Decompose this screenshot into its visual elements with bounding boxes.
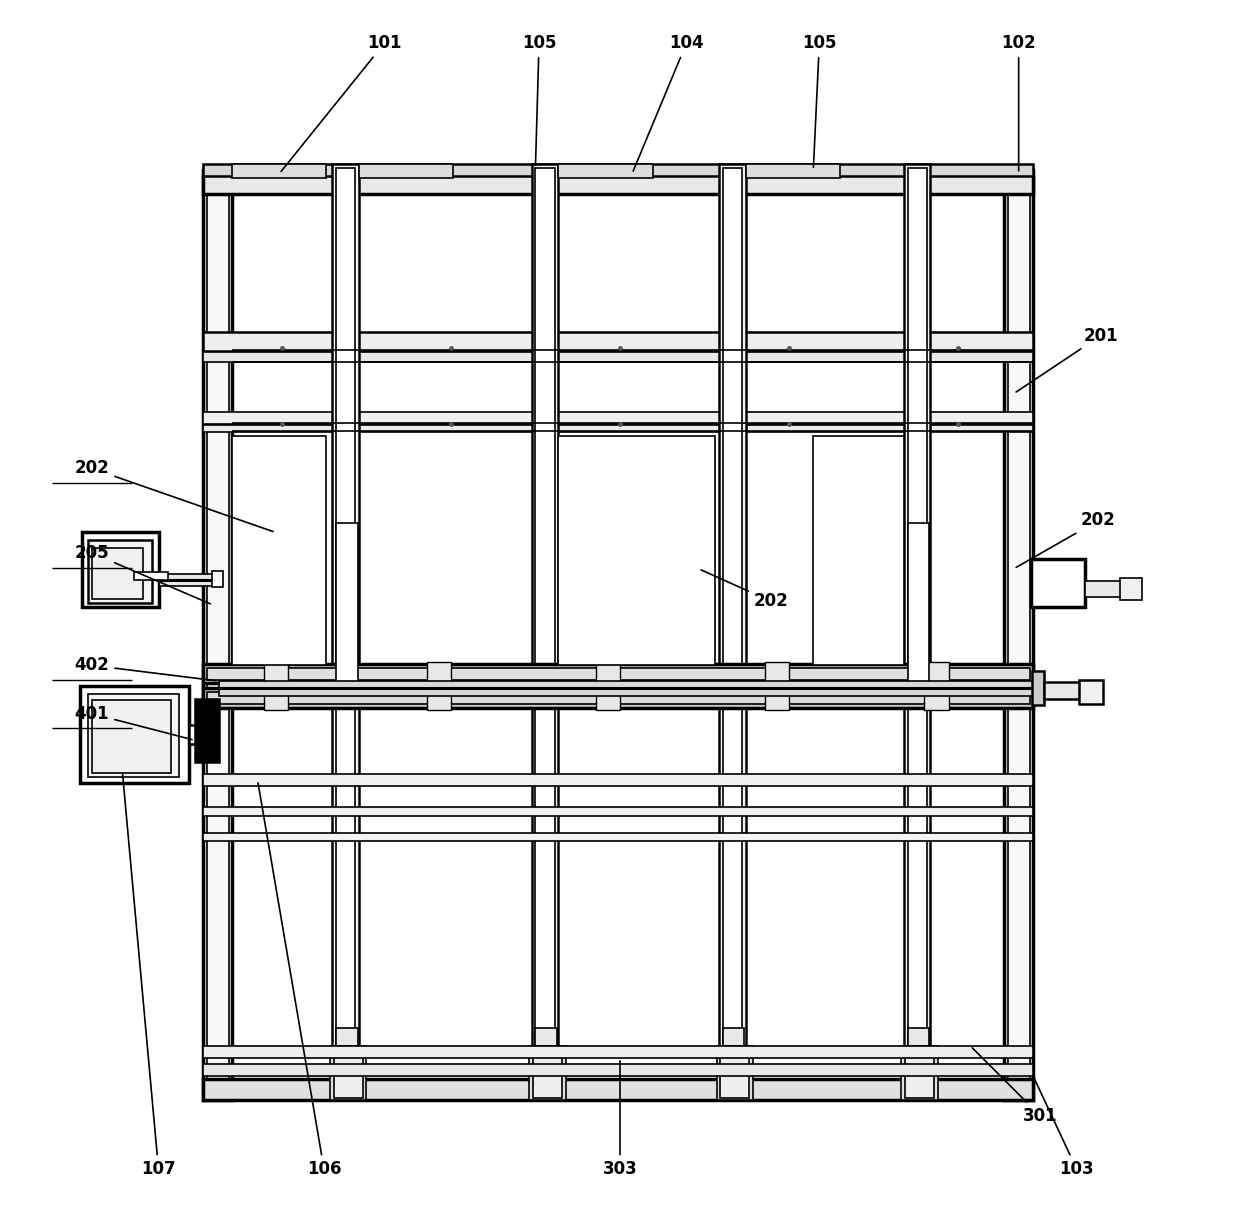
Bar bbox=[203, 352, 1033, 362]
Text: 201: 201 bbox=[1016, 326, 1118, 392]
Text: 202: 202 bbox=[701, 569, 789, 610]
Bar bbox=[336, 167, 356, 1096]
Bar bbox=[264, 662, 288, 710]
Bar bbox=[532, 164, 558, 1100]
Bar bbox=[558, 436, 715, 665]
Bar bbox=[207, 180, 228, 1096]
Bar bbox=[908, 167, 926, 1096]
Bar bbox=[203, 412, 1033, 424]
Bar bbox=[717, 1046, 753, 1100]
Bar bbox=[536, 167, 554, 1096]
Bar bbox=[219, 681, 1035, 695]
Text: 301: 301 bbox=[972, 1048, 1058, 1125]
Text: 202: 202 bbox=[74, 459, 273, 532]
Bar bbox=[336, 1028, 358, 1100]
Text: 303: 303 bbox=[603, 1061, 637, 1178]
Bar bbox=[1008, 180, 1029, 1096]
Bar bbox=[1044, 682, 1083, 699]
Bar bbox=[92, 700, 171, 772]
Bar bbox=[536, 1028, 557, 1100]
Bar bbox=[203, 332, 1033, 351]
Bar bbox=[723, 1028, 744, 1100]
Bar bbox=[232, 436, 326, 665]
Bar bbox=[334, 1052, 362, 1097]
Bar bbox=[813, 436, 904, 665]
Bar bbox=[207, 692, 1029, 704]
Bar bbox=[203, 833, 1033, 841]
Bar bbox=[1120, 578, 1142, 600]
Bar bbox=[904, 164, 930, 1100]
Bar bbox=[88, 694, 179, 776]
Bar bbox=[92, 549, 143, 599]
Bar bbox=[723, 167, 742, 1096]
Bar bbox=[203, 164, 1033, 176]
Bar bbox=[1030, 558, 1085, 607]
Bar bbox=[905, 1052, 934, 1097]
Bar bbox=[1079, 679, 1104, 704]
Bar bbox=[203, 1064, 1033, 1077]
Bar bbox=[533, 1052, 562, 1097]
Bar bbox=[203, 1079, 1033, 1100]
Bar bbox=[330, 1046, 366, 1100]
Bar bbox=[908, 523, 929, 686]
Bar bbox=[360, 164, 454, 178]
Bar bbox=[203, 664, 1033, 683]
Text: 104: 104 bbox=[634, 34, 704, 171]
Bar bbox=[82, 533, 159, 607]
Text: 101: 101 bbox=[281, 34, 402, 171]
Bar bbox=[720, 1052, 749, 1097]
Text: 402: 402 bbox=[74, 656, 216, 681]
Bar bbox=[1004, 176, 1033, 1100]
Bar bbox=[745, 164, 839, 178]
Bar bbox=[901, 1046, 937, 1100]
Bar bbox=[332, 164, 360, 1100]
Text: 401: 401 bbox=[74, 705, 192, 739]
Bar bbox=[908, 1028, 929, 1100]
Bar bbox=[207, 667, 1029, 679]
Bar bbox=[203, 170, 1033, 194]
Bar bbox=[79, 686, 188, 782]
Bar bbox=[925, 662, 949, 710]
Bar bbox=[1032, 671, 1044, 705]
Bar bbox=[232, 164, 326, 178]
Bar bbox=[88, 540, 153, 602]
Bar bbox=[212, 571, 222, 587]
Bar bbox=[188, 725, 213, 744]
Bar bbox=[195, 699, 219, 763]
Bar bbox=[719, 164, 745, 1100]
Bar bbox=[203, 774, 1033, 786]
Bar bbox=[336, 523, 358, 686]
Text: 103: 103 bbox=[1034, 1079, 1094, 1178]
Bar bbox=[159, 573, 219, 585]
Bar bbox=[596, 662, 620, 710]
Bar bbox=[203, 807, 1033, 816]
Bar bbox=[203, 688, 1033, 708]
Bar bbox=[529, 1046, 565, 1100]
Text: 202: 202 bbox=[1017, 511, 1116, 567]
Bar bbox=[765, 662, 789, 710]
Bar bbox=[203, 1046, 1033, 1058]
Bar bbox=[427, 662, 451, 710]
Bar bbox=[134, 572, 169, 579]
Text: 102: 102 bbox=[1002, 34, 1035, 171]
Text: 205: 205 bbox=[74, 544, 211, 604]
Text: 105: 105 bbox=[522, 34, 557, 165]
Bar bbox=[203, 425, 1033, 433]
Bar bbox=[558, 164, 652, 178]
Text: 105: 105 bbox=[802, 34, 837, 167]
Bar bbox=[203, 176, 232, 1100]
Text: 106: 106 bbox=[258, 783, 341, 1178]
Text: 107: 107 bbox=[123, 774, 176, 1178]
Bar bbox=[1085, 580, 1123, 596]
